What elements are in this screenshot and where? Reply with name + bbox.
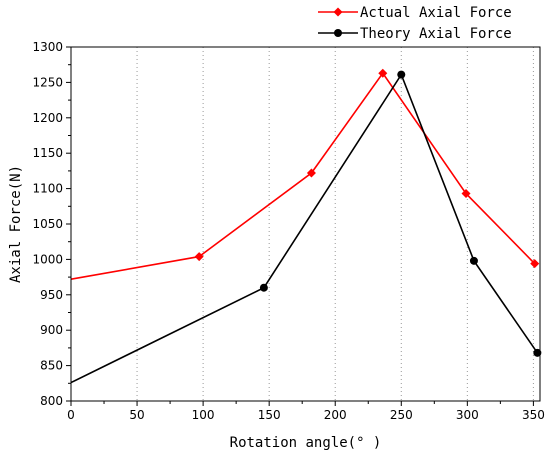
legend-label: Actual Axial Force [360,5,512,21]
x-tick-label: 150 [258,408,281,422]
series-2 [70,70,542,384]
data-point [469,256,478,265]
legend-marker [334,29,342,37]
series-line [70,71,536,281]
x-tick-label: 350 [522,408,545,422]
legend-item-2: Theory Axial Force [318,26,512,42]
grid-lines [136,47,534,401]
legend-item-1: Actual Axial Force [318,5,512,21]
y-tick-label: 1100 [32,182,63,196]
data-point [306,168,316,178]
legend-label: Theory Axial Force [360,26,512,42]
legend-marker [333,7,343,17]
y-tick-label: 1000 [32,252,63,266]
data-point [259,283,268,292]
y-tick-label: 1050 [32,217,63,231]
y-tick-label: 850 [40,359,63,373]
x-axis-title: Rotation angle(° ) [230,435,382,451]
x-tick-label: 50 [129,408,144,422]
data-point [461,189,471,199]
y-tick-label: 800 [40,394,63,408]
x-tick-label: 200 [324,408,347,422]
series-line [70,72,539,384]
y-tick-label: 1200 [32,111,63,125]
data-point [378,68,388,78]
y-tick-label: 900 [40,323,63,337]
data-point [397,70,406,79]
x-tick-label: 250 [390,408,413,422]
data-point [530,259,540,269]
y-tick-label: 1300 [32,40,63,54]
y-tick-label: 950 [40,288,63,302]
data-point [533,348,542,357]
x-tick-label: 0 [67,408,75,422]
series-layer [70,68,542,384]
y-tick-label: 1250 [32,75,63,89]
y-axis-title: Axial Force(N) [8,165,24,283]
legend: Actual Axial Force Theory Axial Force [318,5,512,42]
data-point [194,252,204,262]
x-tick-label: 300 [456,408,479,422]
x-tick-label: 100 [192,408,215,422]
y-tick-label: 1150 [32,146,63,160]
series-1 [70,68,540,281]
axis-ticks: 0 50 100 150 200 250 300 350 800 850 900 950 1000 105… [32,40,544,422]
